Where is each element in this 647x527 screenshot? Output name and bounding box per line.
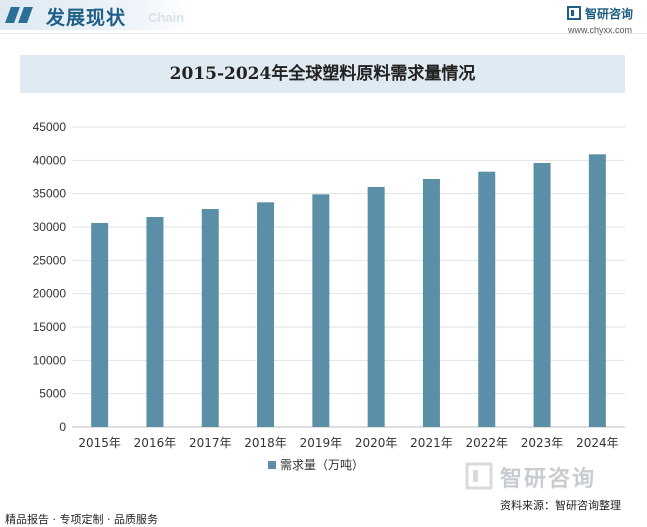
y-tick-label: 5000: [39, 387, 66, 401]
x-tick-label: 2019年: [300, 436, 343, 450]
bar: [257, 202, 275, 427]
bar: [91, 223, 109, 427]
bar: [422, 179, 440, 427]
bar: [478, 171, 496, 427]
watermark-logo-icon: [465, 462, 493, 494]
x-tick-label: 2022年: [465, 436, 508, 450]
header-band: [0, 0, 190, 30]
y-tick-label: 30000: [33, 220, 67, 234]
bar: [146, 217, 164, 427]
legend-label: 需求量（万吨）: [280, 458, 364, 472]
y-tick-label: 15000: [33, 320, 67, 334]
x-tick-label: 2023年: [521, 436, 564, 450]
company-logo-name: 智研咨询: [585, 7, 634, 21]
x-tick-label: 2016年: [134, 436, 177, 450]
bar: [367, 187, 385, 427]
chart-title-box: 2015-2024年全球塑料原料需求量情况: [20, 55, 625, 93]
y-tick-label: 0: [59, 420, 66, 434]
x-tick-label: 2021年: [410, 436, 453, 450]
company-logo-icon: [567, 6, 581, 20]
y-tick-label: 25000: [33, 253, 67, 267]
y-tick-label: 45000: [33, 120, 67, 134]
section-title: 发展现状: [46, 7, 127, 29]
chart-title: 2015-2024年全球塑料原料需求量情况: [169, 64, 476, 84]
y-tick-label: 35000: [33, 187, 67, 201]
y-tick-label: 20000: [33, 287, 67, 301]
watermark-text: 智研咨询: [500, 467, 597, 492]
header-divider: [0, 33, 647, 34]
x-tick-label: 2020年: [355, 436, 398, 450]
bar: [201, 209, 219, 427]
bar: [588, 154, 606, 428]
section-subtitle: Chain: [148, 10, 185, 25]
source-note: 资料来源：智研咨询整理: [500, 499, 621, 512]
x-tick-label: 2018年: [244, 436, 287, 450]
x-tick-label: 2017年: [189, 436, 232, 450]
x-tick-label: 2024年: [576, 436, 619, 450]
bar: [312, 194, 330, 427]
legend-swatch: [268, 461, 276, 469]
footer-tagline: 精品报告 · 专项定制 · 品质服务: [5, 513, 158, 526]
company-url: www.chyxx.com: [568, 25, 633, 35]
x-tick-label: 2015年: [78, 436, 121, 450]
bar: [533, 163, 551, 427]
page-header: 发展现状 Chain 智研咨询 www.chyxx.com: [0, 0, 647, 36]
y-tick-label: 10000: [33, 353, 67, 367]
y-tick-label: 40000: [33, 153, 67, 167]
